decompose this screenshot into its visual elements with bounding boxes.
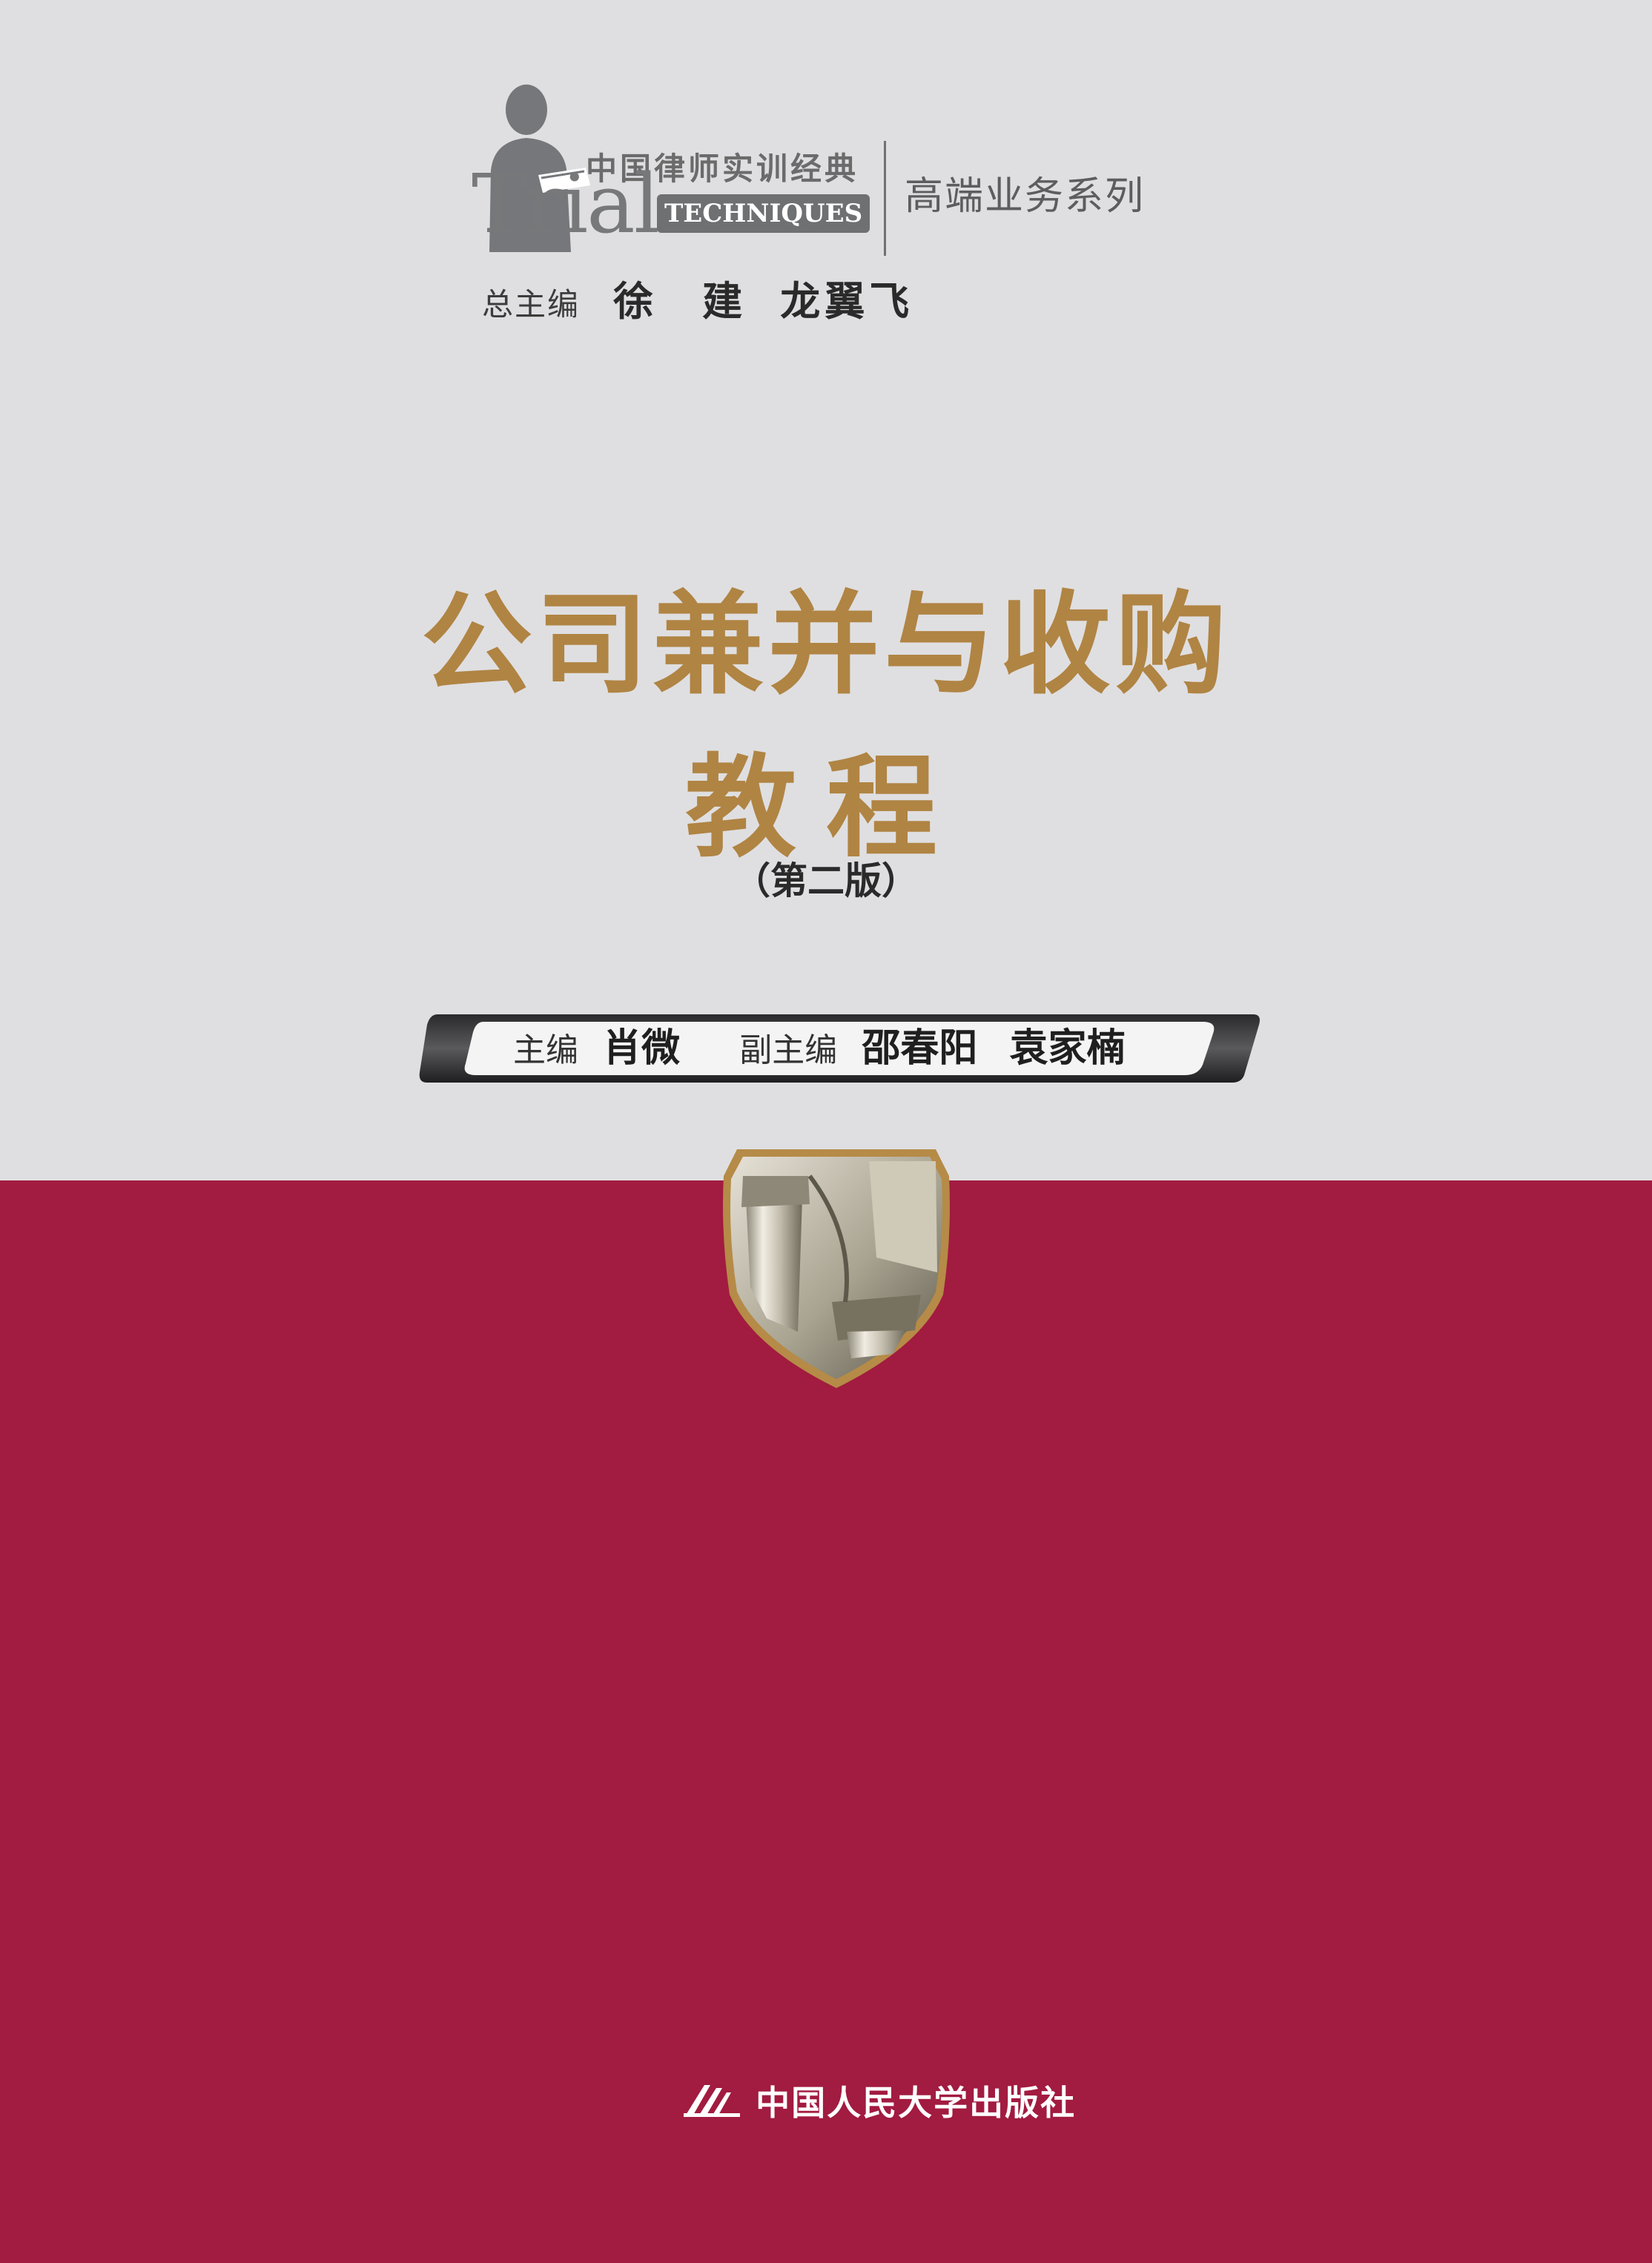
editor-banner: 主编 肖微 副主编 邵春阳 袁家楠 xyxy=(417,1011,1262,1086)
series-name: 中国律师实训经典 xyxy=(586,151,859,187)
book-title: 公司兼并与收购 xyxy=(420,581,1231,710)
publisher-logo-icon xyxy=(684,2085,740,2117)
editor-name: 肖微 xyxy=(603,1025,681,1071)
chief-editors: 总主编 徐 建 龙翼飞 xyxy=(482,268,913,327)
series-trial-word: Trial xyxy=(472,156,660,251)
publisher: 中国人民大学出版社 xyxy=(682,2076,1076,2124)
publisher-name: 中国人民大学出版社 xyxy=(756,2083,1077,2123)
editor-credits: 主编 肖微 副主编 邵春阳 袁家楠 xyxy=(513,1026,1126,1071)
lawyer-silhouette-icon xyxy=(489,85,590,252)
chief-editor-label: 总主编 xyxy=(482,286,581,323)
series-divider xyxy=(884,141,886,256)
chief-editor-name: 徐 建 xyxy=(613,277,747,325)
deputy-editor-name: 邵春阳 xyxy=(862,1025,978,1071)
editor-label: 主编 xyxy=(513,1031,578,1069)
book-title-line2: 教程 xyxy=(684,742,967,873)
deputy-editor-name: 袁家楠 xyxy=(1009,1025,1126,1071)
subseries-name: 高端业务系列 xyxy=(905,174,1146,219)
edition-label: （第二版） xyxy=(733,859,919,902)
deputy-editor-label: 副主编 xyxy=(739,1031,838,1069)
editor-banner-frame xyxy=(419,1014,1260,1083)
chief-editor-name: 龙翼飞 xyxy=(780,277,914,325)
series-techniques-badge: TECHNIQUES xyxy=(657,194,870,233)
series-header: 中国律师实训经典 Trial TECHNIQUES 高端业务系列 总主编 徐 建… xyxy=(467,82,1209,334)
column-shield-emblem xyxy=(723,1149,950,1388)
